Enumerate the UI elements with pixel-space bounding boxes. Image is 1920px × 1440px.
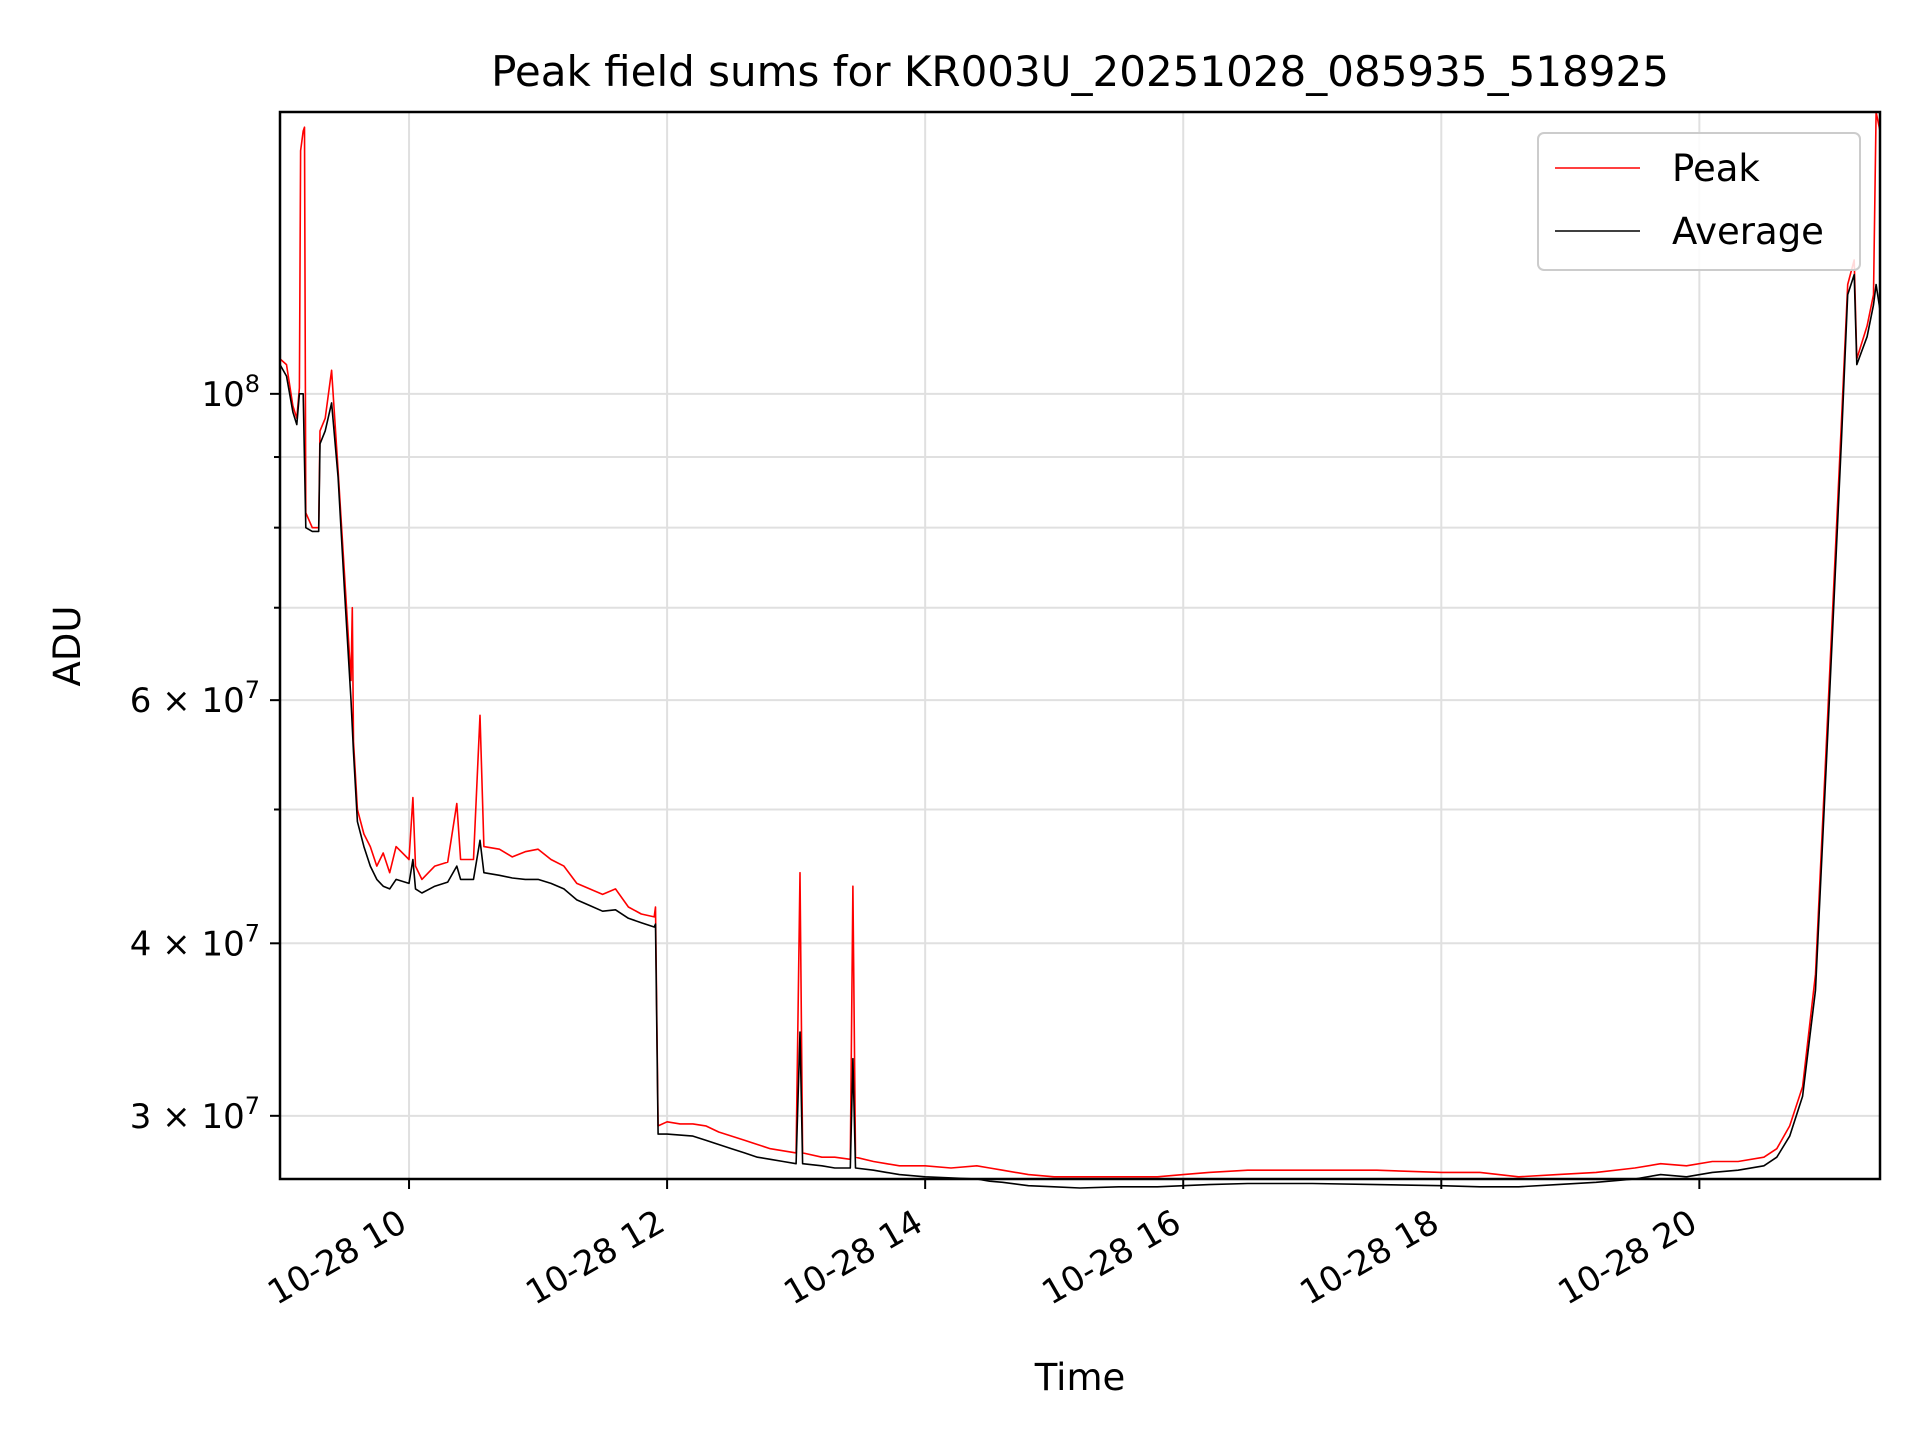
y-tick-label: 108 (201, 370, 260, 415)
legend-average-label: Average (1672, 210, 1824, 253)
y-tick-label: 6 × 107 (130, 676, 260, 721)
plot-frame (278, 110, 1882, 1181)
y-tick-label: 3 × 107 (130, 1092, 260, 1137)
chart-title: Peak field sums for KR003U_20251028_0859… (491, 47, 1669, 96)
legend-peak-label: Peak (1672, 147, 1760, 190)
x-axis-label: Time (1034, 1356, 1126, 1399)
y-tick-label: 4 × 107 (130, 919, 260, 964)
y-axis-label: ADU (46, 606, 89, 687)
legend: Peak Average (1537, 132, 1861, 271)
grid-lines (280, 112, 1880, 1179)
